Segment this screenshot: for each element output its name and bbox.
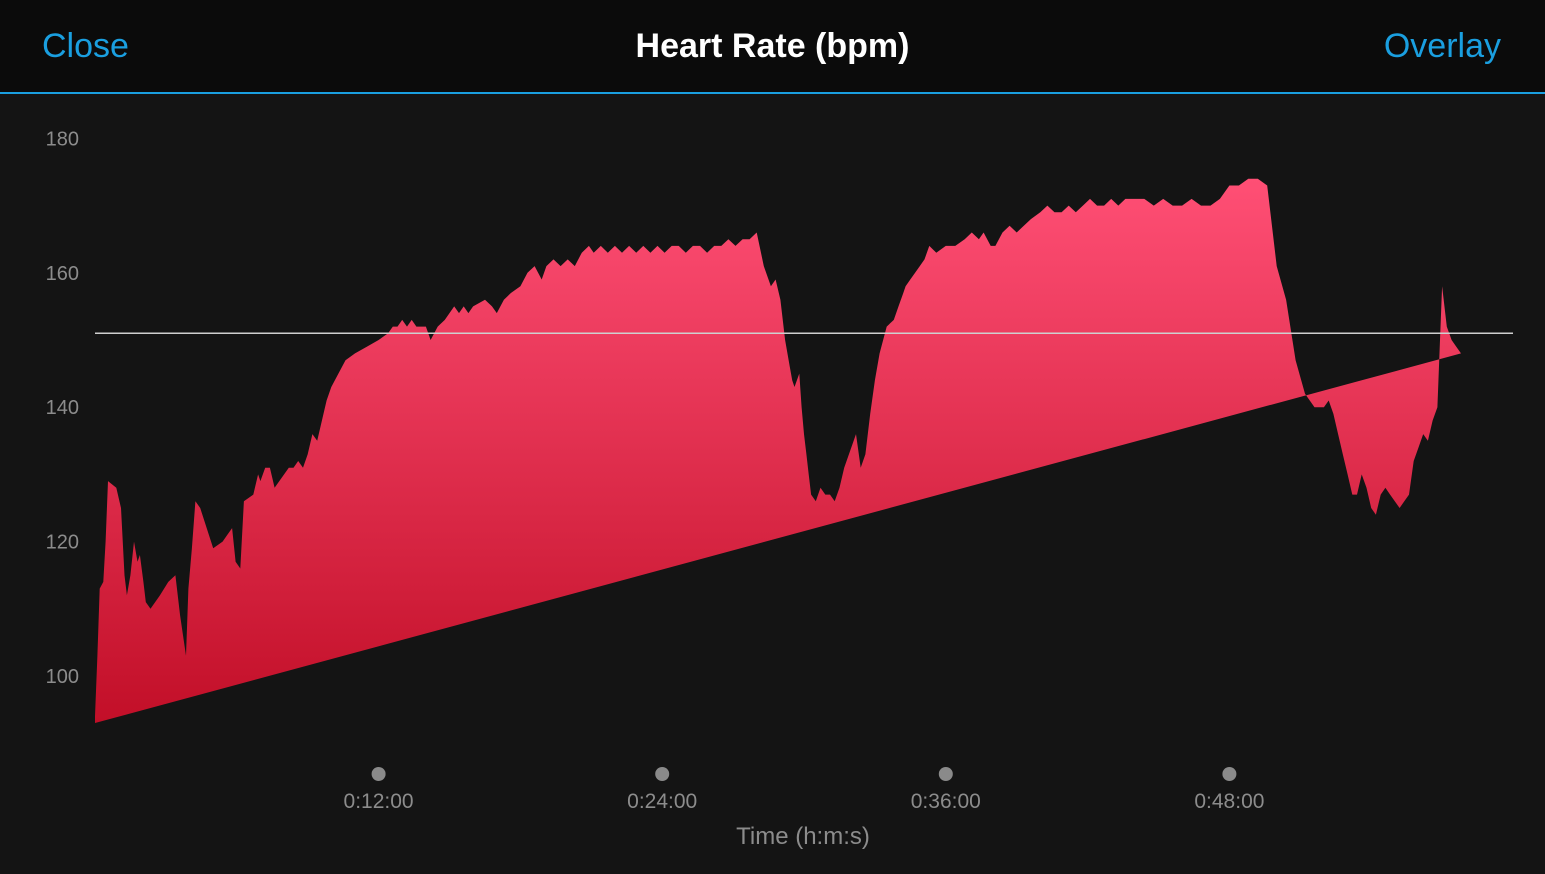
x-tick-label: 0:36:00: [911, 790, 981, 813]
x-tick-label: 0:12:00: [344, 790, 414, 813]
y-tick-label: 100: [46, 666, 79, 688]
x-tick-marker: [655, 767, 670, 781]
y-tick-label: 120: [46, 532, 79, 554]
close-button[interactable]: Close: [42, 27, 129, 65]
y-tick-label: 180: [46, 128, 79, 150]
x-tick-marker: [371, 767, 386, 781]
x-tick-marker: [938, 767, 953, 781]
heart-rate-chart: 100 120 140 160 180 0:12:00 0:24:00 0:36:00 0:4…: [0, 94, 1545, 869]
chart-canvas: 100 120 140 160 180 0:12:00 0:24:00 0:36:00 0:4…: [46, 128, 1513, 850]
y-tick-label: 160: [46, 263, 79, 285]
y-axis-ticks: 100 120 140 160 180: [46, 128, 79, 688]
x-tick-label: 0:24:00: [627, 790, 697, 813]
x-tick-marker: [1222, 767, 1237, 781]
x-tick-label: 0:48:00: [1194, 790, 1264, 813]
page-title: Heart Rate (bpm): [635, 27, 910, 65]
x-axis-label: Time (h:m:s): [736, 823, 870, 850]
x-axis-ticks: 0:12:00 0:24:00 0:36:00 0:48:00: [344, 767, 1264, 813]
heart-rate-area: [95, 178, 1461, 724]
top-bar: Close Heart Rate (bpm) Overlay: [0, 0, 1545, 94]
y-tick-label: 140: [46, 397, 79, 419]
overlay-button[interactable]: Overlay: [1383, 27, 1501, 65]
